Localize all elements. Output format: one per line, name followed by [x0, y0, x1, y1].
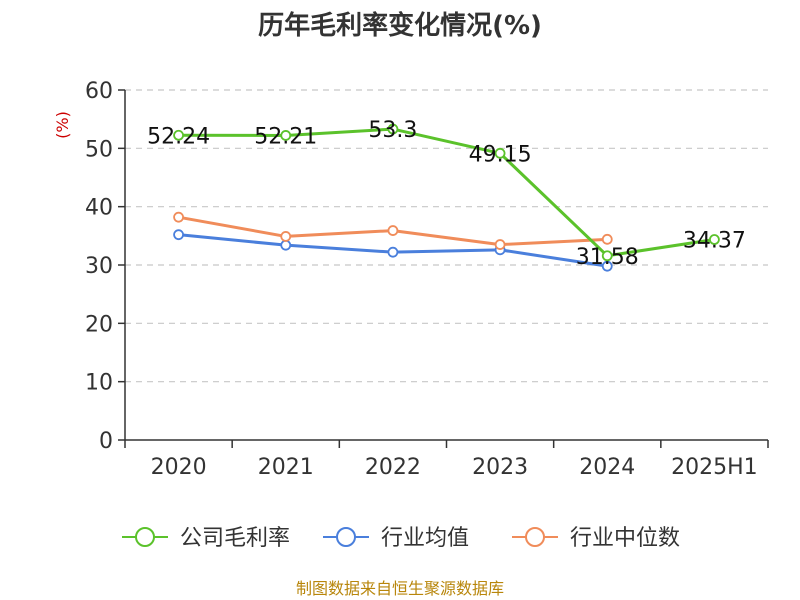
legend: 公司毛利率 行业均值 行业中位数 [122, 526, 680, 551]
chart-title: 历年毛利率变化情况(%) [258, 10, 542, 41]
data-point [387, 225, 399, 236]
data-point [280, 130, 292, 141]
x-tick-label: 2023 [472, 455, 528, 480]
data-label: 52.24 [147, 124, 210, 149]
grid-lines [125, 89, 768, 383]
data-point [494, 147, 506, 159]
y-tick-label: 50 [85, 137, 113, 162]
data-point [601, 250, 613, 262]
legend-item: 公司毛利率 [122, 526, 290, 551]
data-label: 31.58 [576, 245, 639, 270]
x-tick-label: 2024 [579, 455, 635, 480]
y-axis-unit: (%) [53, 111, 72, 139]
legend-label: 行业均值 [381, 526, 469, 551]
y-tick-label: 0 [99, 429, 113, 454]
data-point [387, 246, 399, 258]
data-point [601, 233, 613, 245]
data-point [280, 239, 292, 251]
data-label: 49.15 [469, 142, 532, 167]
data-label: 52.21 [254, 124, 317, 149]
data-point [601, 260, 613, 272]
data-point [173, 229, 184, 241]
y-tick-label: 60 [85, 79, 113, 104]
series-2 [173, 211, 613, 250]
y-axis-ticks: 0 10 20 30 40 50 60 [85, 79, 125, 454]
y-tick-label: 30 [85, 254, 113, 279]
data-point [173, 211, 184, 223]
y-tick-label: 20 [85, 312, 113, 337]
data-point [387, 123, 399, 135]
legend-swatch-marker [525, 527, 545, 547]
legend-label: 行业中位数 [570, 526, 680, 551]
data-point [173, 129, 184, 141]
series-0 [173, 123, 720, 262]
data-point [709, 234, 720, 245]
data-label: 34.37 [683, 229, 746, 254]
x-tick-label: 2021 [258, 455, 314, 480]
legend-item: 行业中位数 [512, 526, 680, 551]
x-axis-ticks: 2020 2021 2022 2023 2024 2025H1 [124, 440, 769, 480]
y-tick-label: 40 [85, 196, 113, 221]
data-point [280, 231, 292, 242]
legend-swatch-marker [135, 527, 155, 547]
y-tick-label: 10 [85, 371, 113, 396]
x-tick-label: 2022 [365, 455, 421, 480]
x-tick-label: 2025H1 [671, 455, 758, 480]
x-tick-label: 2020 [151, 455, 207, 480]
data-labels: 52.24 52.21 53.3 49.15 31.58 34.37 [147, 118, 746, 270]
legend-label: 公司毛利率 [180, 526, 290, 551]
series-line [178, 127, 715, 258]
data-label: 53.3 [368, 118, 417, 143]
series-lines [173, 123, 720, 272]
data-point [494, 239, 506, 250]
source-note: 制图数据来自恒生聚源数据库 [296, 579, 504, 598]
legend-item: 行业均值 [323, 526, 469, 551]
legend-swatch-marker [336, 527, 356, 547]
